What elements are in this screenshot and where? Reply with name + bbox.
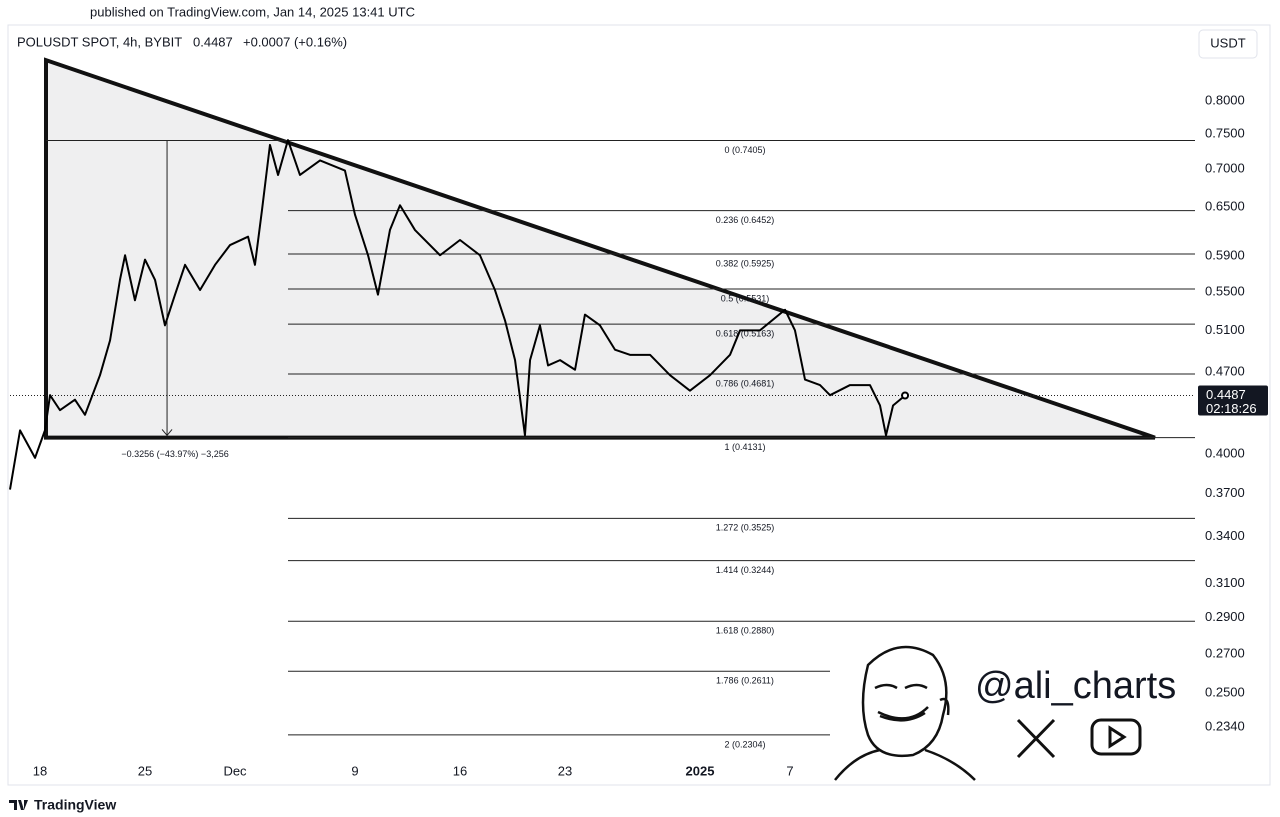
last-price-box [1198, 385, 1268, 416]
y-tick-label: 0.3700 [1205, 485, 1245, 500]
x-tick-label: 7 [786, 763, 793, 778]
price-line [9, 139, 906, 490]
fib-label: 0.382 (0.5925) [716, 258, 775, 268]
watermark-handle: @ali_charts [975, 665, 1176, 707]
y-tick-label: 0.7500 [1205, 125, 1245, 140]
x-tick-label: 23 [558, 763, 572, 778]
fib-label: 0.618 (0.5163) [716, 328, 775, 338]
x-tick-label: 2025 [686, 763, 715, 778]
header-price: 0.4487 [193, 34, 233, 49]
y-tick-label: 0.4000 [1205, 445, 1245, 460]
symbol: POLUSDT SPOT, 4h, BYBIT [17, 34, 182, 49]
last-price-value: 0.4487 [1206, 387, 1246, 402]
header-change: +0.0007 (+0.16%) [243, 34, 347, 49]
fib-label: 0.5 (0.5531) [721, 293, 770, 303]
x-tick-label: Dec [223, 763, 247, 778]
youtube-icon [1090, 718, 1142, 756]
fib-label: 1 (0.4131) [724, 442, 765, 452]
watermark-face [834, 645, 976, 781]
measure-label: −0.3256 (−43.97%) −3,256 [121, 449, 228, 459]
last-price-countdown: 02:18:26 [1206, 401, 1257, 416]
fib-label: 1.414 (0.3244) [716, 565, 775, 575]
x-tick-label: 18 [33, 763, 47, 778]
published-note: published on TradingView.com, Jan 14, 20… [90, 4, 415, 19]
y-tick-label: 0.8000 [1205, 93, 1245, 108]
y-tick-label: 0.3100 [1205, 575, 1245, 590]
fib-label: 1.618 (0.2880) [716, 626, 775, 636]
y-tick-label: 0.2900 [1205, 609, 1245, 624]
triangle-pattern [44, 57, 1156, 440]
y-tick-label: 0.5900 [1205, 248, 1245, 263]
y-tick-label: 0.2700 [1205, 646, 1245, 661]
fib-label: 2 (0.2304) [724, 739, 765, 749]
y-tick-label: 0.2500 [1205, 685, 1245, 700]
chart-frame [7, 24, 1271, 786]
y-tick-label: 0.7000 [1205, 161, 1245, 176]
x-icon [1016, 718, 1056, 759]
y-tick-label: 0.2340 [1205, 718, 1245, 733]
logo [9, 800, 28, 810]
y-tick-label: 0.5500 [1205, 283, 1245, 298]
x-tick-label: 9 [351, 763, 358, 778]
measure-arrowhead [161, 429, 173, 437]
footer-brand: TradingView [34, 797, 116, 813]
y-tick-label: 0.4700 [1205, 363, 1245, 378]
x-tick-label: 16 [453, 763, 467, 778]
y-tick-label: 0.6500 [1205, 198, 1245, 213]
currency-label: USDT [1210, 35, 1245, 50]
fib-label: 1.786 (0.2611) [716, 676, 774, 686]
y-tick-label: 0.3400 [1205, 528, 1245, 543]
fib-label: 0.236 (0.6452) [716, 215, 775, 225]
currency-button[interactable] [1198, 29, 1258, 59]
x-tick-label: 25 [138, 763, 152, 778]
fib-label: 0.786 (0.4681) [716, 378, 775, 388]
fib-label: 1.272 (0.3525) [716, 523, 775, 533]
last-point [901, 391, 910, 400]
fib-label: 0 (0.7405) [724, 145, 765, 155]
y-tick-label: 0.5100 [1205, 322, 1245, 337]
